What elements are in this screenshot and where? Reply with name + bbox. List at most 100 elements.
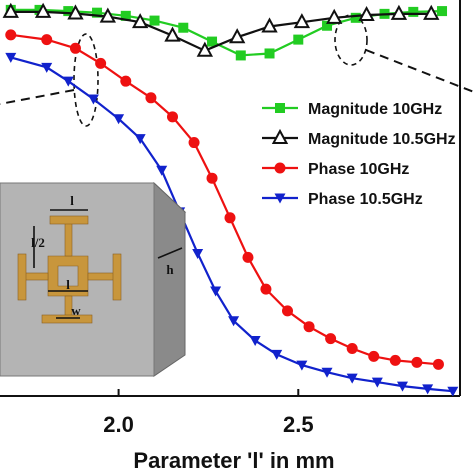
data-point — [261, 17, 278, 33]
data-point — [63, 6, 74, 17]
inset-label-width: w — [71, 303, 81, 318]
data-point — [164, 26, 181, 42]
data-point — [322, 20, 333, 31]
data-point — [423, 4, 440, 20]
series-phase-10ghz — [5, 29, 444, 370]
data-point — [156, 165, 168, 176]
data-point — [264, 48, 275, 59]
data-point — [178, 22, 189, 33]
left-cap — [17, 253, 27, 301]
inset-label-inner-length: l — [66, 277, 70, 292]
data-point — [99, 7, 116, 23]
data-point — [235, 50, 246, 61]
data-point — [293, 34, 304, 45]
data-point — [149, 15, 160, 26]
series-layer — [2, 2, 459, 396]
data-point — [192, 248, 204, 259]
data-point — [371, 377, 383, 388]
data-point — [249, 336, 261, 347]
data-point — [303, 321, 315, 333]
left-arm — [23, 272, 49, 281]
x-axis-label: Parameter 'l' in mm — [133, 448, 334, 473]
legend-label: Magnitude 10.5GHz — [308, 131, 456, 148]
data-point — [293, 13, 311, 29]
x-tick-label: 2.5 — [283, 412, 314, 437]
data-point — [326, 8, 343, 24]
top-cap — [49, 215, 89, 225]
data-point — [325, 333, 337, 345]
data-point — [390, 4, 408, 20]
data-point — [41, 62, 53, 73]
data-point — [134, 134, 146, 145]
data-point — [346, 373, 358, 384]
data-point — [206, 172, 218, 184]
magnitude-callout-ellipse — [334, 14, 368, 66]
inset-label-half-length: l/2 — [31, 235, 45, 250]
data-point — [120, 10, 131, 21]
x-ticks: 2.0 2.5 — [103, 389, 314, 437]
data-point — [408, 6, 419, 17]
data-point — [282, 305, 293, 317]
data-point — [242, 251, 254, 263]
top-arm — [64, 221, 73, 257]
jerusalem-cross-pattern — [17, 215, 122, 324]
center-ring — [47, 255, 89, 297]
phase-leader-line — [0, 89, 75, 105]
data-point — [95, 57, 107, 69]
data-point — [5, 52, 17, 63]
data-point — [346, 342, 358, 354]
data-point — [296, 360, 308, 371]
series-magnitude-10-5ghz — [2, 2, 440, 57]
data-point — [207, 36, 218, 47]
inset-label-height: h — [166, 262, 174, 277]
data-point — [87, 94, 99, 105]
data-point — [67, 4, 84, 20]
inset-label-length: l — [70, 193, 74, 208]
data-point — [389, 354, 401, 366]
data-point — [69, 42, 81, 54]
legend: Magnitude 10GHz Magnitude 10.5GHz Phase 10… — [262, 101, 456, 208]
legend-label: Phase 10.5GHz — [308, 191, 423, 208]
annotations — [0, 14, 474, 127]
data-point — [229, 28, 246, 44]
data-point — [196, 41, 214, 57]
data-point — [411, 356, 423, 368]
data-point — [92, 7, 103, 18]
right-cap — [112, 253, 122, 301]
data-point — [274, 193, 286, 204]
data-point — [228, 316, 240, 327]
bottom-cap — [41, 314, 93, 324]
legend-entry: Magnitude 10GHz — [262, 101, 442, 118]
dimension-lines — [33, 209, 183, 319]
data-point — [422, 384, 434, 395]
data-point — [358, 5, 375, 22]
substrate-side-face — [153, 181, 186, 377]
data-point — [432, 358, 444, 370]
series-line — [10, 56, 453, 393]
data-point — [397, 381, 408, 392]
magnitude-leader-line — [365, 49, 474, 93]
data-point — [368, 350, 380, 362]
legend-entry: Phase 10.5GHz — [262, 191, 423, 208]
data-point — [437, 6, 448, 17]
data-point — [120, 75, 132, 87]
data-point — [2, 2, 19, 18]
data-point — [131, 13, 149, 29]
data-point — [260, 283, 272, 295]
phase-callout-ellipse — [73, 33, 99, 127]
data-point — [210, 286, 222, 297]
data-point — [271, 128, 289, 144]
legend-entry: Phase 10GHz — [262, 161, 409, 178]
series-line — [10, 10, 432, 52]
data-point — [145, 92, 157, 104]
dim-h — [157, 247, 183, 259]
data-point — [321, 367, 333, 378]
legend-label: Phase 10GHz — [308, 161, 409, 178]
data-point — [167, 111, 178, 123]
data-point — [447, 386, 459, 396]
data-point — [271, 349, 283, 360]
data-point — [113, 114, 125, 125]
data-point — [350, 12, 361, 23]
